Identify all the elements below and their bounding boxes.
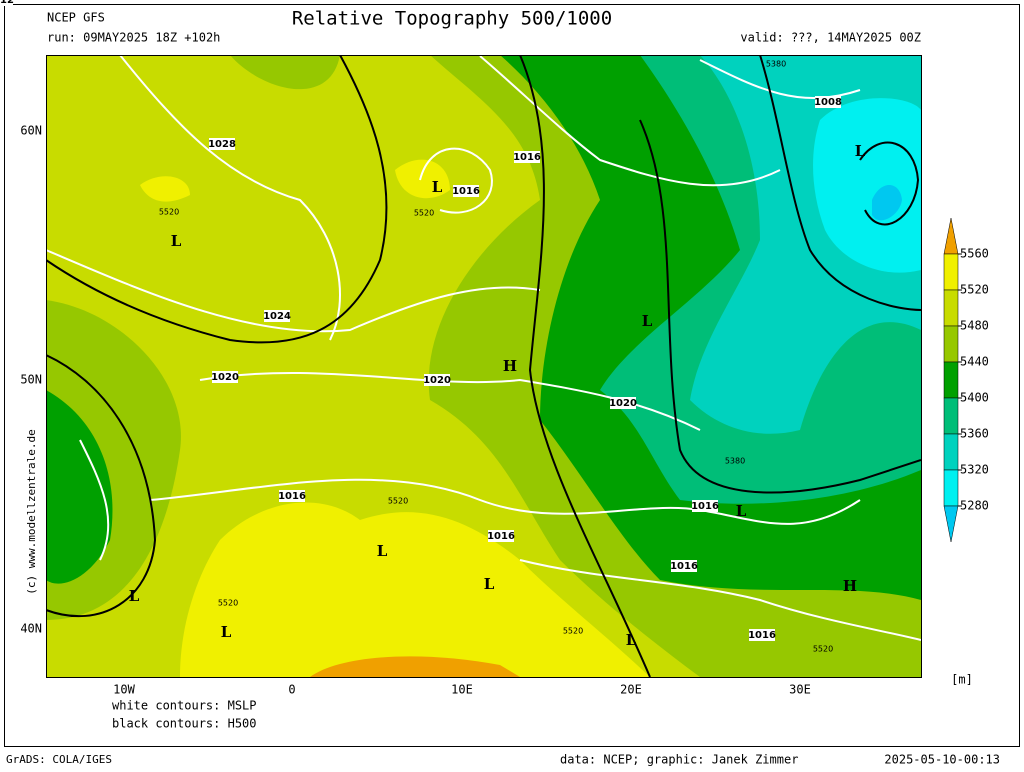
legend-label: 5480 bbox=[960, 319, 989, 333]
label-bg bbox=[279, 490, 305, 502]
thickness-label: 5520 bbox=[218, 599, 238, 608]
pressure-center: H bbox=[843, 577, 857, 595]
thickness-label: 5520 bbox=[388, 497, 408, 506]
pressure-center: H bbox=[503, 357, 517, 375]
legend-swatch bbox=[943, 505, 959, 543]
label-bg bbox=[488, 530, 514, 542]
pressure-center: L bbox=[626, 631, 637, 649]
label-bg bbox=[610, 397, 636, 409]
pressure-center: L bbox=[484, 575, 495, 593]
field bbox=[180, 502, 650, 677]
pressure-center: L bbox=[129, 587, 140, 605]
lat-label: 40N bbox=[20, 622, 42, 636]
legend-swatch bbox=[943, 217, 959, 255]
model: NCEP GFS bbox=[47, 11, 105, 25]
map-border bbox=[46, 55, 922, 678]
isobar-label: 1016 bbox=[748, 630, 776, 641]
label-bg bbox=[749, 629, 775, 641]
lon-label: 10W bbox=[113, 683, 135, 697]
isobar-label: 1012 bbox=[0, 0, 14, 6]
lon-label: 20E bbox=[620, 683, 642, 697]
legend-swatch bbox=[943, 289, 959, 327]
label-bg bbox=[514, 151, 540, 163]
pressure-center: L bbox=[432, 178, 443, 196]
thickness-label: 5520 bbox=[563, 627, 583, 636]
legend-swatch bbox=[943, 361, 959, 399]
label-bg bbox=[212, 371, 238, 383]
legend-swatch bbox=[943, 325, 959, 363]
field bbox=[310, 656, 520, 677]
lon-label: 30E bbox=[789, 683, 811, 697]
isobar-label: 1016 bbox=[452, 186, 480, 197]
isobar-label: 1024 bbox=[263, 311, 291, 322]
field bbox=[230, 55, 340, 90]
isobar-label: 1016 bbox=[513, 152, 541, 163]
thickness-label: 5520 bbox=[414, 209, 434, 218]
isobar-label: 1020 bbox=[211, 372, 239, 383]
label-bg bbox=[264, 310, 290, 322]
isobar-label: 1020 bbox=[423, 375, 451, 386]
legend-swatch bbox=[943, 253, 959, 291]
h500-contours bbox=[46, 55, 921, 677]
thickness-label: 5380 bbox=[725, 457, 745, 466]
legend-label: 5400 bbox=[960, 391, 989, 405]
legend-swatch bbox=[943, 397, 959, 435]
label-bg bbox=[671, 560, 697, 572]
isobar-label: 1016 bbox=[487, 531, 515, 542]
label-bg bbox=[209, 138, 235, 150]
field bbox=[872, 185, 902, 221]
label-bg bbox=[0, 0, 13, 6]
thickness-label: 5520 bbox=[159, 208, 179, 217]
isobar-label: 1016 bbox=[691, 501, 719, 512]
isobar-label: 1016 bbox=[278, 491, 306, 502]
note: white contours: MSLP bbox=[112, 699, 257, 713]
valid: valid: ???, 14MAY2025 00Z bbox=[740, 31, 921, 45]
note: black contours: H500 bbox=[112, 717, 257, 731]
legend-label: 5320 bbox=[960, 463, 989, 477]
run: run: 09MAY2025 18Z +102h bbox=[47, 31, 220, 45]
field bbox=[46, 390, 113, 584]
field bbox=[813, 98, 921, 273]
legend-swatch bbox=[943, 433, 959, 471]
isobar-label: 1028 bbox=[208, 139, 236, 150]
legend-label: 5520 bbox=[960, 283, 989, 297]
lat-label: 60N bbox=[20, 124, 42, 138]
thickness-label: 5380 bbox=[766, 60, 786, 69]
lon-label: 10E bbox=[451, 683, 473, 697]
isobar-label: 1016 bbox=[670, 561, 698, 572]
map bbox=[46, 55, 921, 677]
footer-left: GrADS: COLA/IGES bbox=[6, 753, 112, 766]
title: Relative Topography 500/1000 bbox=[292, 8, 612, 30]
watermark: (c) www.modellzentrale.de bbox=[25, 429, 38, 595]
legend-label: 5560 bbox=[960, 247, 989, 261]
legend-swatch bbox=[943, 469, 959, 507]
legend-label: 5360 bbox=[960, 427, 989, 441]
lon-label: 0 bbox=[288, 683, 295, 697]
label-bg bbox=[453, 185, 479, 197]
footer-right: 2025-05-10-00:13 bbox=[884, 753, 1000, 767]
legend-label: 5280 bbox=[960, 499, 989, 513]
isobar-label: 1020 bbox=[609, 398, 637, 409]
label-bg bbox=[424, 374, 450, 386]
pressure-center: L bbox=[642, 312, 653, 330]
label-bg bbox=[815, 96, 841, 108]
pressure-center: L bbox=[855, 142, 866, 160]
frame bbox=[4, 4, 1020, 747]
footer-center: data: NCEP; graphic: Janek Zimmer bbox=[560, 753, 798, 767]
field bbox=[140, 159, 450, 202]
pressure-center: L bbox=[377, 542, 388, 560]
pressure-center: L bbox=[221, 623, 232, 641]
thickness-label: 5520 bbox=[813, 645, 833, 654]
pressure-center: L bbox=[736, 502, 747, 520]
legend-unit: [m] bbox=[951, 673, 973, 687]
legend-label: 5440 bbox=[960, 355, 989, 369]
label-bg bbox=[692, 500, 718, 512]
lat-label: 50N bbox=[20, 373, 42, 387]
isobar-label: 1008 bbox=[814, 97, 842, 108]
pressure-center: L bbox=[171, 232, 182, 250]
